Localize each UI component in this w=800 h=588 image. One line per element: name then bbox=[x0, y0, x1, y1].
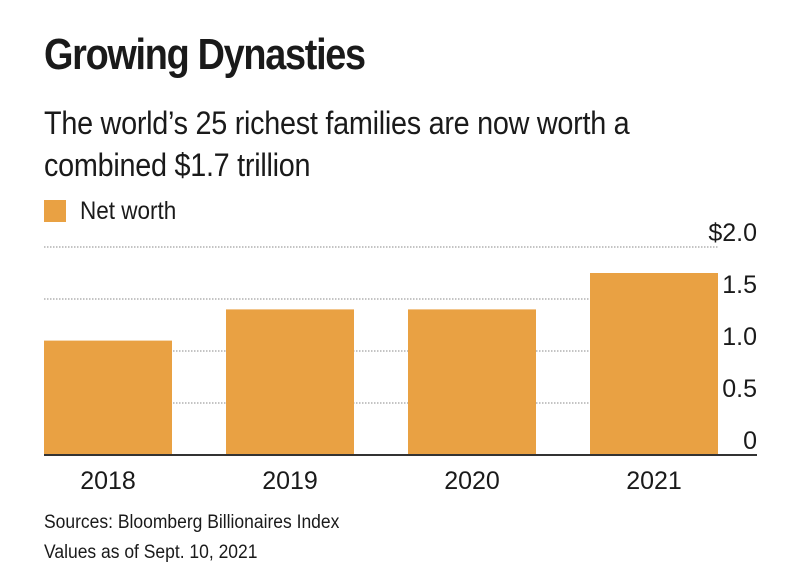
x-tick-label: 2018 bbox=[80, 467, 136, 495]
x-tick-label: 2021 bbox=[626, 467, 682, 495]
y-tick-label: 1.0 bbox=[722, 323, 757, 351]
chart-subtitle: The world’s 25 richest families are now … bbox=[44, 105, 630, 183]
legend-label: Net worth bbox=[80, 196, 177, 225]
legend-swatch bbox=[44, 200, 66, 222]
y-tick-label: $2.0 bbox=[708, 219, 757, 247]
tick-labels: 0 0.5 1.0 1.5 $2.0 2018 2019 2020 2021 bbox=[80, 219, 757, 495]
bar-2018 bbox=[44, 340, 172, 455]
bars bbox=[44, 273, 718, 455]
bar-2019 bbox=[226, 309, 354, 455]
chart-title: Growing Dynasties bbox=[44, 30, 366, 79]
source-note: Sources: Bloomberg Billionaires Index bbox=[44, 512, 340, 533]
date-note: Values as of Sept. 10, 2021 bbox=[44, 542, 258, 563]
y-tick-label: 1.5 bbox=[722, 271, 757, 299]
y-tick-label: 0.5 bbox=[722, 375, 757, 403]
bar-2020 bbox=[408, 309, 536, 455]
x-tick-label: 2020 bbox=[444, 467, 500, 495]
bar-2021 bbox=[590, 273, 718, 455]
x-tick-label: 2019 bbox=[262, 467, 318, 495]
legend: Net worth bbox=[44, 196, 187, 226]
y-tick-label: 0 bbox=[743, 427, 757, 455]
